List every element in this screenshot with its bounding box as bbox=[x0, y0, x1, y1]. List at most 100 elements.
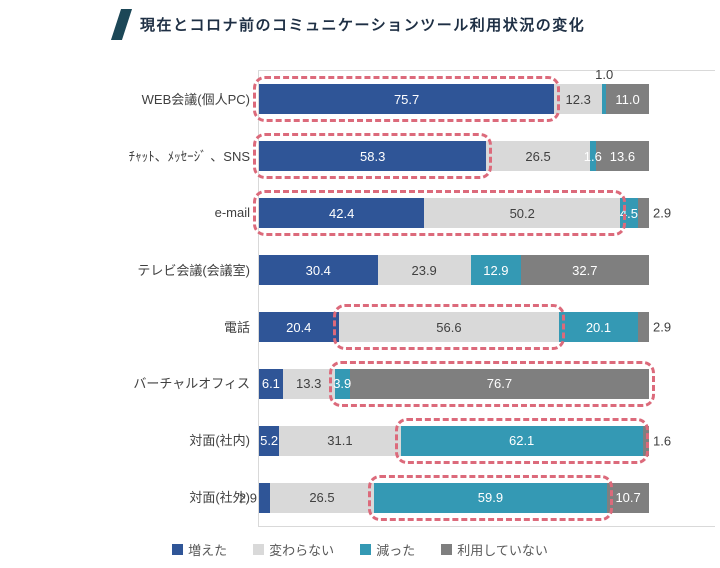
chart-row: 20.4 56.6 20.1 2.9 bbox=[259, 299, 715, 356]
bar-value-label: 12.9 bbox=[483, 262, 509, 278]
bar-segment: 12.9 bbox=[470, 255, 522, 286]
chart-title-block: 現在とコロナ前のコミュニケーションツール利用状況の変化 bbox=[110, 9, 585, 40]
plot-area: 75.7 12.3 1.0 11.0 58.3 26.5 1.6 13.6 42.4 50.2 4.… bbox=[239, 67, 715, 528]
bar-segment bbox=[637, 198, 649, 229]
bar-stack: 2.9 26.5 59.9 10.7 bbox=[239, 474, 649, 521]
bar-segment: 59.9 bbox=[373, 482, 608, 513]
bar-value-label: 3.9 bbox=[333, 376, 352, 392]
bar-value-label: 26.5 bbox=[525, 148, 551, 164]
bar-segment: 6.1 bbox=[259, 368, 283, 399]
bar-segment: 56.6 bbox=[338, 312, 560, 342]
bar-segment: 13.6 bbox=[595, 141, 649, 172]
category-row: 対面(社内) bbox=[8, 411, 258, 468]
legend-label: 減った bbox=[376, 543, 416, 558]
bar-segment: 13.3 bbox=[282, 368, 335, 399]
chart-row: 6.1 13.3 3.9 76.7 bbox=[259, 355, 715, 412]
bar-value-label: 23.9 bbox=[411, 262, 437, 278]
bar-value-label: 1.0 bbox=[595, 67, 614, 83]
bar-value-label: 10.7 bbox=[615, 490, 641, 506]
bar-value-label: 56.6 bbox=[436, 319, 462, 335]
legend-label: 増えた bbox=[188, 543, 228, 558]
bar-value-label: 2.9 bbox=[238, 490, 257, 506]
category-label: バーチャルオフィス bbox=[133, 376, 250, 392]
bar-segment: 5.2 bbox=[259, 425, 280, 456]
category-label: 対面(社外) bbox=[189, 490, 250, 506]
category-row: 電話 bbox=[8, 298, 258, 355]
bar-value-label: 62.1 bbox=[508, 433, 535, 449]
category-label: 電話 bbox=[223, 319, 250, 335]
title-slash-mark-icon bbox=[110, 9, 133, 40]
legend-item: 利用していない bbox=[441, 540, 548, 559]
bar-value-label: 75.7 bbox=[393, 91, 420, 107]
bar-segment: 11.0 bbox=[606, 84, 649, 115]
stacked-bar-chart: WEB会議(個人PC) ﾁｬｯﾄ、ﾒｯｾｰｼﾞ 、SNS e-mail テレビ会議(会… bbox=[8, 67, 715, 528]
bar-segment bbox=[637, 312, 649, 342]
bar-segment: 10.7 bbox=[607, 482, 649, 513]
bar-segment: 50.2 bbox=[424, 198, 621, 229]
chart-row: 58.3 26.5 1.6 13.6 bbox=[253, 128, 715, 185]
category-label: e-mail bbox=[214, 204, 250, 220]
category-row: バーチャルオフィス bbox=[8, 354, 258, 411]
category-row: e-mail bbox=[8, 184, 258, 241]
bar-value-label: 20.1 bbox=[585, 319, 612, 335]
bar-value-label: 31.1 bbox=[327, 433, 353, 449]
bar-segment: 62.1 bbox=[400, 425, 643, 456]
bar-segment bbox=[602, 84, 607, 115]
bar-segment bbox=[259, 482, 271, 513]
bar-segment: 4.5 bbox=[619, 198, 638, 229]
bar-segment: 20.4 bbox=[259, 312, 339, 342]
bar-value-label: 32.7 bbox=[572, 262, 598, 278]
bar-segment: 26.5 bbox=[486, 141, 590, 172]
legend-swatch-icon bbox=[441, 544, 453, 555]
bar-stack: 6.1 13.3 3.9 76.7 bbox=[259, 360, 655, 407]
legend-swatch-icon bbox=[253, 544, 265, 555]
bar-segment bbox=[642, 425, 649, 456]
bar-segment: 32.7 bbox=[521, 255, 649, 286]
bar-segment: 1.6 bbox=[584, 141, 602, 172]
bar-stack: 5.2 31.1 62.1 1.6 bbox=[259, 417, 671, 464]
bar-stack: 42.4 50.2 4.5 2.9 bbox=[253, 190, 671, 237]
chart-legend: 増えた 変わらない 減った 利用していない bbox=[0, 540, 720, 559]
bar-stack: 30.4 23.9 12.9 32.7 bbox=[259, 255, 649, 286]
category-row: WEB会議(個人PC) bbox=[8, 70, 258, 127]
bar-segment: 3.9 bbox=[333, 368, 352, 399]
bar-stack: 75.7 12.3 1.0 11.0 bbox=[253, 67, 649, 123]
bar-value-label: 26.5 bbox=[309, 490, 335, 506]
bar-value-label: 50.2 bbox=[509, 205, 535, 221]
bar-segment: 26.5 bbox=[270, 482, 374, 513]
bar-value-label: 12.3 bbox=[565, 91, 591, 107]
bar-value-label: 76.7 bbox=[486, 376, 513, 392]
category-label: テレビ会議(会議室) bbox=[137, 262, 250, 278]
category-row: 対面(社外) bbox=[8, 468, 258, 525]
bar-segment: 75.7 bbox=[259, 84, 555, 115]
legend-item: 変わらない bbox=[253, 540, 334, 559]
category-row: テレビ会議(会議室) bbox=[8, 241, 258, 298]
legend-swatch-icon bbox=[172, 544, 184, 555]
chart-title: 現在とコロナ前のコミュニケーションツール利用状況の変化 bbox=[140, 17, 586, 34]
category-label: ﾁｬｯﾄ、ﾒｯｾｰｼﾞ 、SNS bbox=[128, 148, 250, 164]
bar-value-label: 58.3 bbox=[360, 148, 386, 164]
category-label: 対面(社内) bbox=[189, 433, 250, 449]
bar-segment: 23.9 bbox=[377, 255, 471, 286]
bar-segment: 31.1 bbox=[279, 425, 401, 456]
bar-value-label: 4.5 bbox=[619, 205, 638, 221]
bar-value-label: 13.6 bbox=[609, 148, 636, 164]
bar-stack: 58.3 26.5 1.6 13.6 bbox=[253, 133, 649, 180]
chart-row: 30.4 23.9 12.9 32.7 bbox=[259, 242, 715, 299]
chart-row: 42.4 50.2 4.5 2.9 bbox=[253, 185, 715, 242]
chart-row: 5.2 31.1 62.1 1.6 bbox=[259, 412, 715, 469]
bar-segment: 20.1 bbox=[559, 312, 638, 342]
bar-value-label: 6.1 bbox=[261, 376, 280, 392]
bar-value-label: 5.2 bbox=[260, 433, 279, 449]
chart-row: 75.7 12.3 1.0 11.0 bbox=[253, 67, 715, 128]
bar-value-label: 2.9 bbox=[653, 205, 672, 221]
bar-segment: 76.7 bbox=[349, 368, 649, 399]
bar-segment: 58.3 bbox=[259, 141, 487, 172]
bar-segment: 30.4 bbox=[259, 255, 378, 286]
legend-swatch-icon bbox=[360, 544, 372, 555]
legend-label: 変わらない bbox=[269, 543, 335, 558]
chart-row: 2.9 26.5 59.9 10.7 bbox=[239, 469, 715, 526]
category-row: ﾁｬｯﾄ、ﾒｯｾｰｼﾞ 、SNS bbox=[8, 127, 258, 184]
bar-value-label: 2.9 bbox=[653, 319, 672, 335]
